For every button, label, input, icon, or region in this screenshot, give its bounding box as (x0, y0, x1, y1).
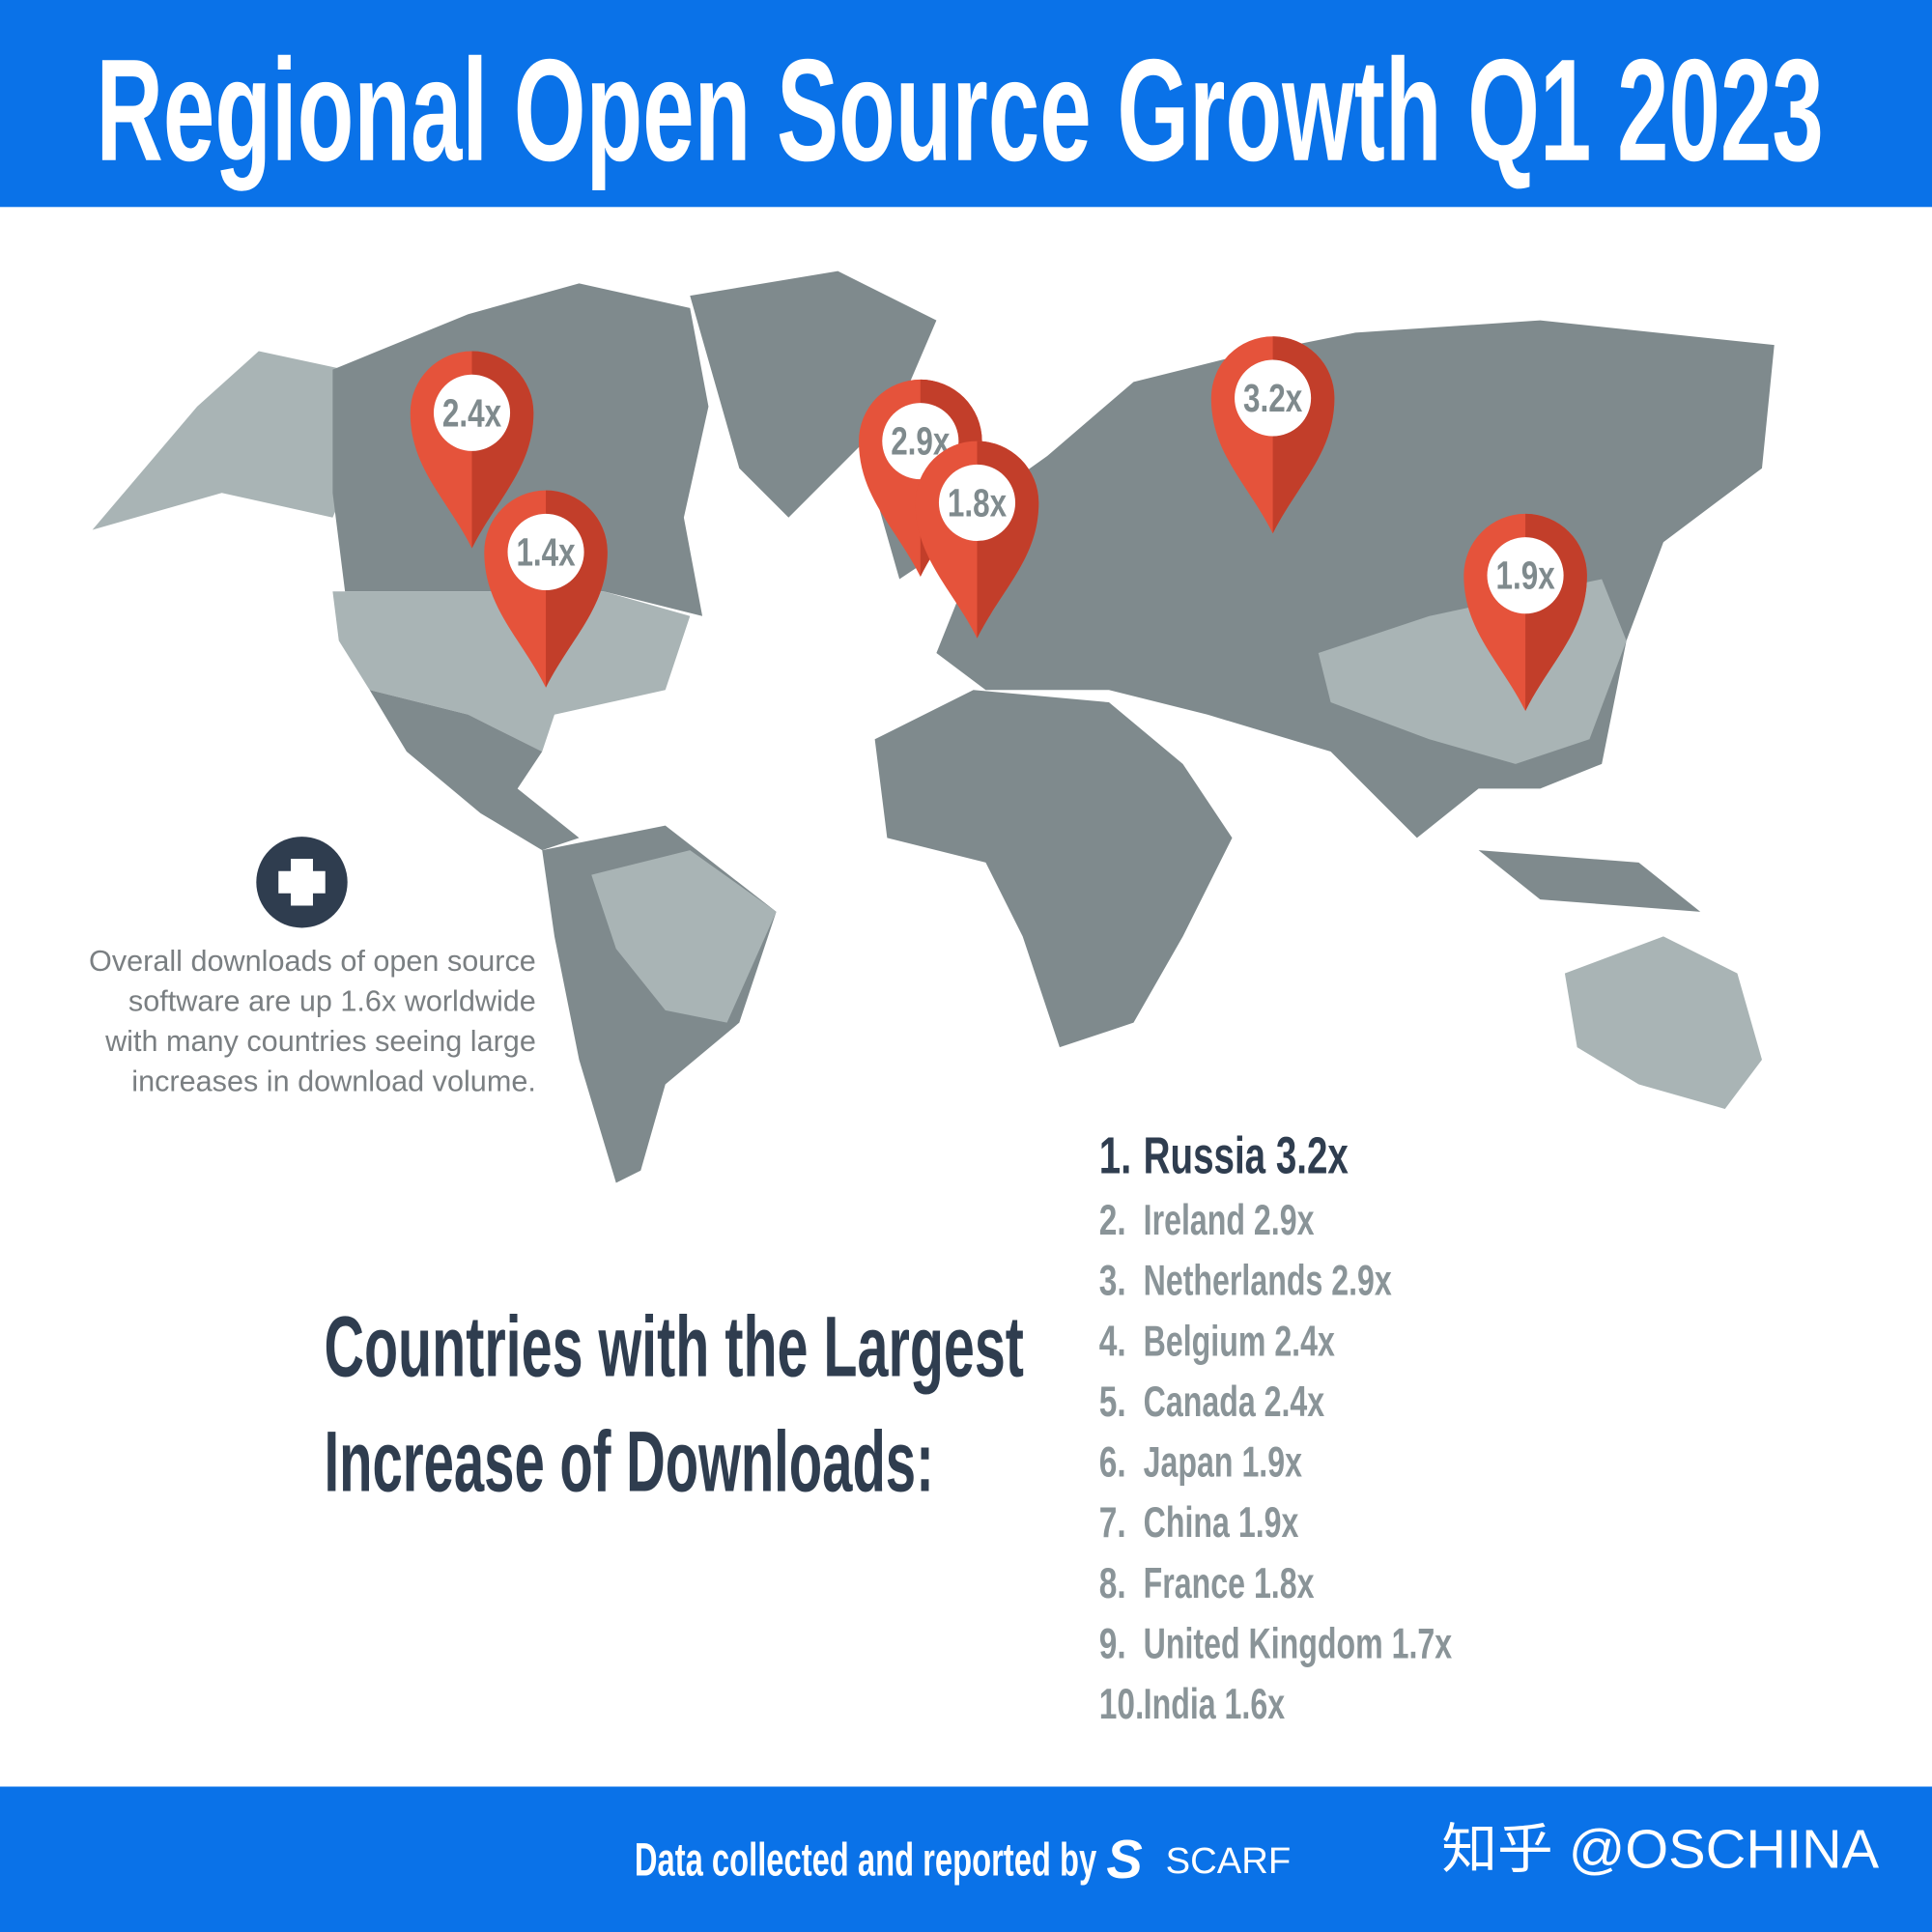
brand: SCARF (1166, 1840, 1292, 1882)
rank-number: 8. (1099, 1559, 1126, 1607)
brand-logo: S (1106, 1829, 1142, 1889)
pin-face (938, 464, 1016, 541)
central-america (369, 690, 580, 851)
rank-number: 10. (1099, 1680, 1145, 1728)
pin-label: 3.2x (1243, 376, 1302, 420)
greenland (690, 270, 937, 518)
rank-number: 7. (1099, 1499, 1126, 1548)
pin-label: 1.4x (516, 529, 575, 574)
indonesia (1478, 850, 1701, 912)
africa (874, 690, 1233, 1048)
watermark: 知乎 @OSCHINA (1441, 1819, 1879, 1880)
note-line: Overall downloads of open source (89, 945, 536, 978)
header-bar (0, 0, 1932, 208)
rank-item: Russia 3.2x (1144, 1126, 1349, 1184)
rank-item: India 1.6x (1144, 1681, 1286, 1728)
credit: Data collected and reported by (635, 1833, 1096, 1886)
footer-bar (0, 1786, 1932, 1932)
title: Regional Open Source Growth Q1 2023 (96, 29, 1823, 191)
rank-item: Netherlands 2.9x (1144, 1258, 1392, 1305)
rank-number: 9. (1099, 1620, 1126, 1668)
pin-label: 1.9x (1495, 554, 1554, 598)
ranking-list: 1. Russia 3.2x 2. Ireland 2.9x 3. Netherlands… (1099, 1126, 1453, 1728)
note-line: increases in download volume. (131, 1065, 536, 1097)
rank-number: 2. (1099, 1196, 1126, 1244)
rank-number: 1. (1099, 1127, 1132, 1185)
ranking-heading: Countries with the Largest (324, 1298, 1023, 1395)
pin-face (507, 513, 584, 590)
rank-item: France 1.8x (1144, 1560, 1315, 1607)
alaska (92, 351, 370, 530)
rank-item: Japan 1.9x (1144, 1439, 1303, 1487)
pin: 1.4x (484, 490, 608, 688)
brazil (591, 850, 777, 1023)
australia (1564, 936, 1762, 1109)
pins: 2.4x1.4x2.9x1.8x3.2x1.9x (410, 336, 1587, 711)
rank-item: Ireland 2.9x (1144, 1197, 1315, 1244)
ranking-heading: Increase of Downloads: (324, 1412, 933, 1509)
note: Overall downloads of open source software… (89, 945, 536, 1097)
note-line: with many countries seeing large (104, 1025, 536, 1058)
rank-number: 4. (1099, 1318, 1126, 1366)
rank-item: Canada 2.4x (1144, 1378, 1325, 1426)
pin-face (1235, 359, 1312, 437)
usa (332, 591, 691, 753)
pin: 1.8x (915, 440, 1039, 639)
pin-label: 1.8x (948, 480, 1007, 525)
pin-face (1487, 537, 1564, 614)
note-line: software are up 1.6x worldwide (128, 985, 536, 1018)
pin: 1.9x (1463, 513, 1587, 711)
rank-item: United Kingdom 1.7x (1144, 1620, 1453, 1667)
pin: 3.2x (1210, 336, 1335, 534)
rank-number: 5. (1099, 1378, 1126, 1426)
pin: 2.4x (410, 351, 534, 549)
rank-number: 3. (1099, 1257, 1126, 1305)
rank-item: Belgium 2.4x (1144, 1318, 1335, 1365)
pin-face (433, 374, 511, 451)
rank-item: China 1.9x (1144, 1499, 1299, 1547)
pin-label: 2.4x (442, 390, 501, 435)
rank-number: 6. (1099, 1438, 1126, 1487)
plus-sign (278, 859, 326, 906)
